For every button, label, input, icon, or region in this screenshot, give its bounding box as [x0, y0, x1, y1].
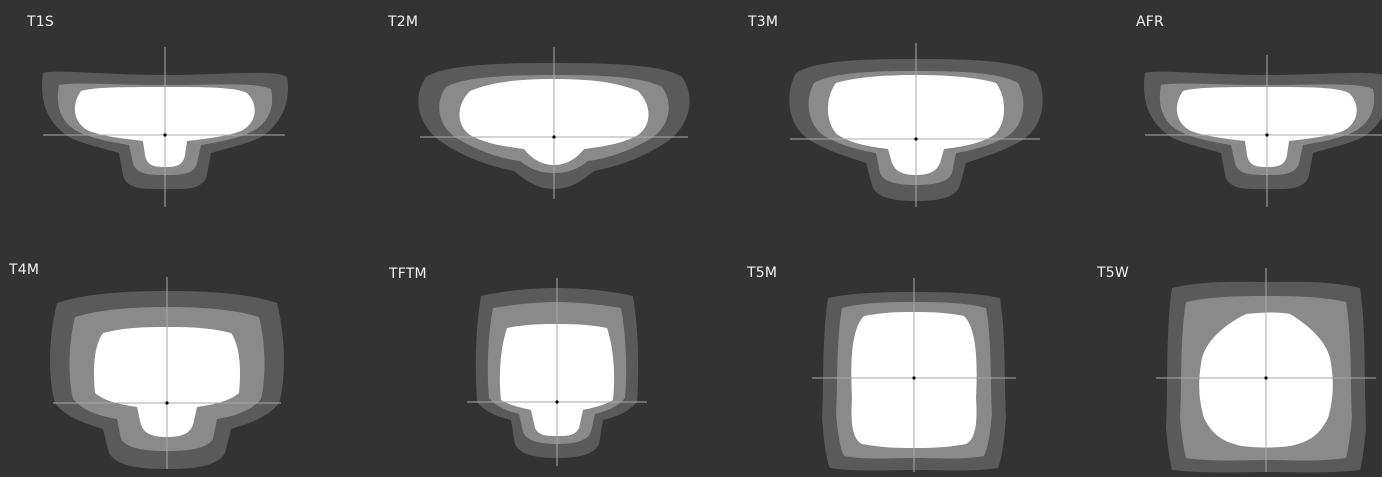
pattern-label: T2M	[388, 14, 419, 30]
center-point	[1265, 133, 1269, 137]
pattern-label: T3M	[748, 14, 779, 30]
pattern-t5m	[812, 278, 1016, 472]
pattern-label: TFTM	[389, 266, 427, 282]
pattern-t4m	[50, 277, 284, 469]
pattern-afr	[1144, 55, 1382, 207]
pattern-label: T5W	[1097, 265, 1129, 281]
pattern-t3m	[789, 43, 1043, 207]
center-point	[912, 376, 916, 380]
pattern-label: AFR	[1136, 14, 1164, 30]
pattern-t2m	[418, 47, 690, 199]
center-point	[165, 401, 169, 405]
pattern-t1s	[42, 47, 288, 207]
pattern-t5w	[1156, 268, 1376, 473]
center-point	[552, 135, 556, 139]
center-point	[555, 400, 559, 404]
center-point	[163, 133, 167, 137]
pattern-label: T4M	[9, 262, 40, 278]
pattern-label: T5M	[747, 265, 778, 281]
pattern-label: T1S	[27, 14, 54, 30]
center-point	[1264, 376, 1268, 380]
center-point	[914, 137, 918, 141]
pattern-tftm	[467, 278, 647, 466]
